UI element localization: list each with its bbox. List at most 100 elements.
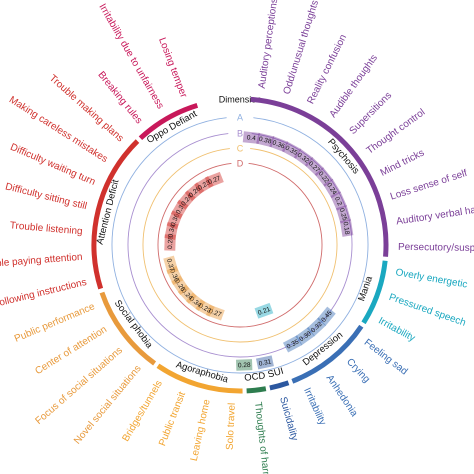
- dimension-arc: [138, 102, 199, 141]
- score-text: 0.36: [168, 269, 180, 284]
- item-label: ouble paying attention: [0, 252, 83, 270]
- dimension-arc: [361, 260, 388, 325]
- score-box: 0.28: [164, 234, 176, 251]
- score-rect: [323, 178, 341, 199]
- score-box: 0.18: [339, 219, 354, 237]
- item-label: Leaving home: [189, 398, 213, 462]
- item-label: Overly energetic: [395, 267, 469, 290]
- item-label: Pressured speech: [387, 292, 467, 329]
- score-box: 0.27: [204, 171, 224, 188]
- score-rect: [164, 234, 176, 251]
- score-box: 0.31: [255, 355, 274, 370]
- score-rect: [184, 182, 205, 202]
- score-box: 0.3: [170, 199, 189, 220]
- ring-label: B: [237, 128, 243, 138]
- score-rect: [164, 222, 179, 240]
- score-rect: [295, 327, 315, 346]
- ring: [111, 117, 369, 374]
- item-label: Auditory perceptions: [257, 0, 281, 89]
- score-rect: [170, 199, 189, 220]
- score-box: 0.34: [164, 222, 179, 240]
- score-rect: [336, 205, 352, 224]
- score-box: 0.21: [254, 302, 274, 319]
- item-label: Thoughts of harming: [252, 401, 273, 474]
- item-label: Crying: [344, 357, 372, 386]
- score-box: 0.36: [166, 210, 183, 230]
- score-text: 0.4: [246, 134, 256, 142]
- item-label: Difficulty sitting still: [4, 181, 88, 212]
- dimension-arc: [250, 96, 389, 257]
- score-text: 0.21: [257, 306, 272, 317]
- dimension-arc: [269, 380, 290, 391]
- score-rect: [194, 176, 214, 194]
- score-text: 0.3: [175, 204, 186, 216]
- item-label: Trouble listening: [9, 220, 83, 237]
- dimension-arc: [246, 386, 267, 394]
- score-text: 0.34: [167, 224, 176, 238]
- ring: [157, 163, 323, 328]
- score-rect: [204, 171, 224, 188]
- dimension-arc: [99, 291, 157, 366]
- score-box: 0.24: [323, 178, 341, 199]
- score-box: 0.27: [205, 304, 225, 321]
- score-rect: [317, 306, 336, 326]
- score-rect: [314, 167, 334, 187]
- item-label: Anhedonia: [324, 373, 360, 419]
- score-rect: [339, 219, 354, 237]
- score-rect: [205, 304, 225, 321]
- score-box: 0.28: [236, 359, 253, 371]
- item-label: Persecutory/suspicio: [398, 242, 474, 254]
- item-label: Losing temper: [156, 36, 189, 100]
- score-rect: [177, 190, 196, 210]
- score-text: 0.2: [333, 196, 343, 207]
- score-box: 0.37: [163, 255, 179, 275]
- score-box: 0.38: [256, 132, 275, 148]
- score-rect: [185, 292, 206, 311]
- score-rect: [281, 141, 302, 159]
- score-text: 0.18: [342, 221, 351, 235]
- item-label: Loss sense of self: [389, 168, 469, 203]
- score-box: 0.36: [269, 136, 289, 153]
- score-text: 0.38: [258, 136, 272, 146]
- score-box: 0.4: [242, 131, 260, 144]
- score-text: 0.28: [167, 236, 174, 249]
- item-label: Suicidality: [277, 396, 300, 442]
- score-rect: [282, 335, 303, 353]
- dimension-label: Mania: [356, 274, 375, 303]
- ring-label: A: [237, 112, 243, 122]
- score-rect: [242, 131, 260, 144]
- score-rect: [254, 302, 274, 319]
- score-rect: [195, 299, 215, 317]
- score-box: 0.2: [330, 191, 347, 211]
- score-box: 0.36: [166, 265, 184, 286]
- score-box: 0.35: [282, 335, 303, 353]
- score-text: 0.36: [271, 139, 286, 150]
- score-text: 0.27: [207, 175, 222, 186]
- score-text: 0.28: [238, 362, 251, 369]
- ring-label: C: [237, 143, 244, 153]
- ring: [127, 133, 353, 358]
- score-text: 0.37: [165, 258, 175, 272]
- item-label: Irritability due to unfairness: [96, 2, 165, 111]
- item-label: Auditory verbal hallu: [396, 203, 474, 227]
- score-box: 0.26: [171, 275, 190, 295]
- center-label: Dimension: [219, 94, 262, 104]
- score-rect: [177, 284, 197, 304]
- dimension-arc: [291, 324, 364, 384]
- item-label: Irritability: [376, 315, 416, 344]
- item-label: Irritability: [301, 386, 328, 427]
- dimension-arc: [91, 139, 140, 290]
- score-text: 0.25: [338, 207, 348, 221]
- score-text: 0.27: [208, 308, 223, 319]
- dimension-label: OCD: [244, 371, 266, 384]
- score-box: 0.23: [194, 176, 214, 194]
- item-label: Supersitions: [348, 90, 395, 137]
- score-text: 0.36: [170, 213, 181, 228]
- score-rect: [293, 148, 314, 167]
- score-rect: [330, 191, 347, 211]
- score-rect: [269, 136, 289, 153]
- item-label: Solo travel: [225, 403, 238, 451]
- item-label: Mind tricks: [379, 147, 427, 178]
- score-box: 0.25: [336, 205, 352, 224]
